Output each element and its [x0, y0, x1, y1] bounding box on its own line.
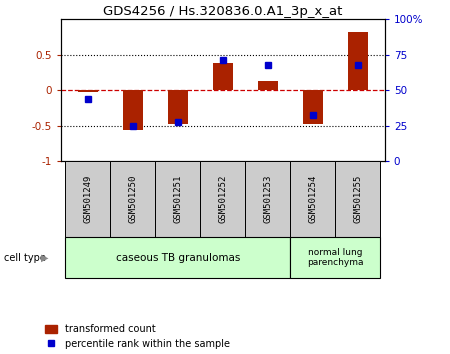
Bar	[122, 90, 143, 130]
Bar	[257, 81, 278, 90]
Bar	[302, 90, 323, 124]
Text: GSM501255: GSM501255	[353, 175, 362, 223]
Bar	[290, 161, 335, 237]
Text: GSM501253: GSM501253	[263, 175, 272, 223]
Bar	[77, 90, 98, 92]
Bar	[212, 63, 233, 90]
Title: GDS4256 / Hs.320836.0.A1_3p_x_at: GDS4256 / Hs.320836.0.A1_3p_x_at	[103, 5, 342, 18]
Bar	[335, 161, 380, 237]
Bar	[65, 237, 290, 278]
Bar	[65, 161, 110, 237]
Text: cell type: cell type	[4, 252, 46, 263]
Text: GSM501251: GSM501251	[173, 175, 182, 223]
Text: caseous TB granulomas: caseous TB granulomas	[116, 252, 240, 263]
Text: normal lung
parenchyma: normal lung parenchyma	[307, 248, 364, 267]
Text: GSM501249: GSM501249	[83, 175, 92, 223]
Text: ▶: ▶	[41, 252, 49, 263]
Bar	[290, 237, 380, 278]
Legend: transformed count, percentile rank within the sample: transformed count, percentile rank withi…	[45, 324, 230, 349]
Text: GSM501252: GSM501252	[218, 175, 227, 223]
Bar	[200, 161, 245, 237]
Text: GSM501250: GSM501250	[128, 175, 137, 223]
Bar	[155, 161, 200, 237]
Bar	[347, 32, 368, 90]
Text: GSM501254: GSM501254	[308, 175, 317, 223]
Bar	[245, 161, 290, 237]
Bar	[110, 161, 155, 237]
Bar	[167, 90, 188, 124]
